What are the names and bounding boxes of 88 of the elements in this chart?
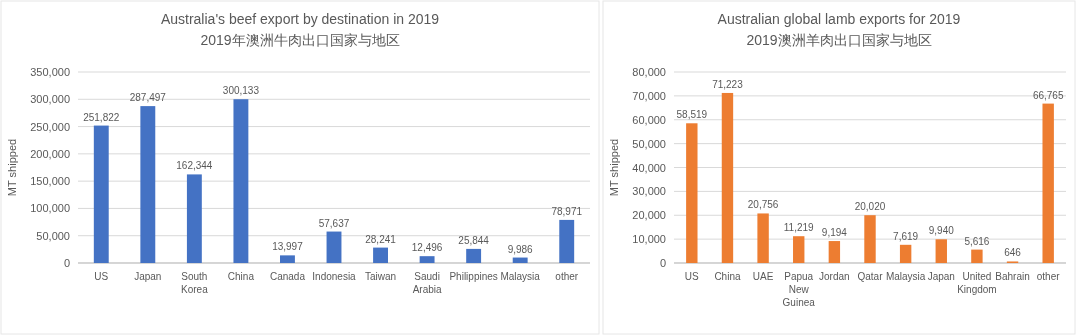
x-tick-label: Japan (927, 271, 955, 282)
y-tick-label: 100,000 (30, 202, 70, 215)
y-tick-label: 300,000 (30, 93, 70, 106)
bar (373, 247, 388, 263)
chart-subtitle: 2019澳洲羊肉出口国家与地区 (746, 32, 932, 48)
x-tick-label: South Korea (181, 271, 209, 295)
bar (864, 215, 876, 263)
y-tick-label: 150,000 (30, 175, 70, 188)
chart-subtitle: 2019年澳洲牛肉出口国家与地区 (200, 32, 400, 48)
bar (280, 255, 295, 263)
x-tick-label: Qatar (857, 271, 884, 282)
x-tick-label: other (555, 271, 579, 282)
y-tick-label: 0 (63, 257, 70, 269)
x-tick-label: China (227, 271, 255, 282)
x-tick-label: US (684, 271, 700, 282)
y-tick-label: 50,000 (36, 229, 70, 242)
bar (466, 248, 482, 263)
x-tick-label: US (94, 271, 109, 282)
bar (899, 244, 912, 263)
bar (1042, 103, 1054, 263)
data-label: 28,241 (365, 233, 397, 245)
bar (559, 219, 575, 263)
bar (419, 256, 435, 263)
bar (971, 249, 983, 263)
x-tick-label: Malaysia (885, 271, 926, 282)
data-label: 9,986 (507, 243, 534, 255)
data-label: 57,637 (318, 217, 350, 229)
y-tick-label: 40,000 (632, 161, 666, 174)
y-tick-label: 50,000 (632, 137, 666, 150)
y-tick-label: 350,000 (30, 66, 70, 78)
bar (935, 239, 947, 263)
data-label: 20,020 (854, 201, 886, 213)
data-label: 162,344 (176, 160, 213, 172)
x-tick-label: United Kingdom (957, 271, 997, 295)
bar (721, 92, 734, 263)
data-label: 251,822 (83, 111, 120, 123)
bar (140, 106, 156, 263)
data-label: 25,844 (458, 234, 490, 246)
x-tick-label: Indonesia (312, 271, 357, 282)
bar (326, 231, 342, 263)
y-tick-label: 250,000 (30, 120, 70, 133)
data-label: 66,765 (1032, 89, 1064, 101)
y-tick-label: 20,000 (632, 209, 666, 222)
x-tick-label: Philippines (449, 271, 498, 282)
bar (512, 257, 528, 263)
data-label: 287,497 (129, 92, 167, 104)
data-label: 20,756 (747, 199, 779, 211)
y-tick-label: 0 (659, 257, 666, 269)
x-tick-label: Bahrain (995, 271, 1030, 282)
x-tick-label: Saudi Arabia (412, 271, 442, 295)
data-label: 12,496 (411, 242, 443, 254)
x-tick-label: Canada (269, 271, 306, 282)
bar (233, 99, 249, 263)
bar (793, 236, 805, 263)
x-tick-label: Taiwan (364, 271, 397, 282)
y-tick-label: 60,000 (632, 113, 666, 126)
data-label: 646 (1004, 247, 1022, 259)
data-label: 78,971 (551, 205, 583, 217)
x-tick-label: other (1036, 271, 1061, 282)
y-tick-label: 80,000 (632, 66, 666, 78)
y-tick-label: 200,000 (30, 147, 70, 160)
y-tick-label: 10,000 (632, 233, 666, 246)
bar (93, 125, 109, 263)
x-tick-label: Jordan (819, 271, 850, 282)
data-label: 71,223 (712, 78, 744, 90)
data-label: 9,194 (821, 227, 848, 239)
bar (186, 174, 202, 263)
x-tick-label: Japan (134, 271, 162, 282)
data-label: 13,997 (272, 241, 304, 253)
chart-title: Australian global lamb exports for 2019 (717, 11, 961, 27)
bar (686, 123, 698, 263)
data-label: 11,219 (783, 222, 815, 234)
y-tick-label: 70,000 (632, 89, 666, 102)
bar (757, 213, 769, 263)
y-axis-title: MT shipped (608, 138, 620, 197)
y-axis-title: MT shipped (6, 138, 18, 197)
x-tick-label: Malaysia (500, 271, 541, 282)
x-tick-label: UAE (752, 271, 774, 282)
bar (828, 241, 841, 263)
data-label: 5,616 (964, 235, 990, 247)
data-label: 7,619 (893, 230, 919, 242)
x-tick-label: Papua New Guinea (782, 271, 816, 308)
y-tick-label: 30,000 (632, 185, 666, 198)
data-label: 9,940 (928, 225, 955, 237)
data-label: 58,519 (676, 109, 708, 121)
data-label: 300,133 (222, 85, 260, 97)
x-tick-label: China (714, 271, 741, 282)
chart-title: Australia's beef export by destination in 2019 (160, 11, 440, 27)
